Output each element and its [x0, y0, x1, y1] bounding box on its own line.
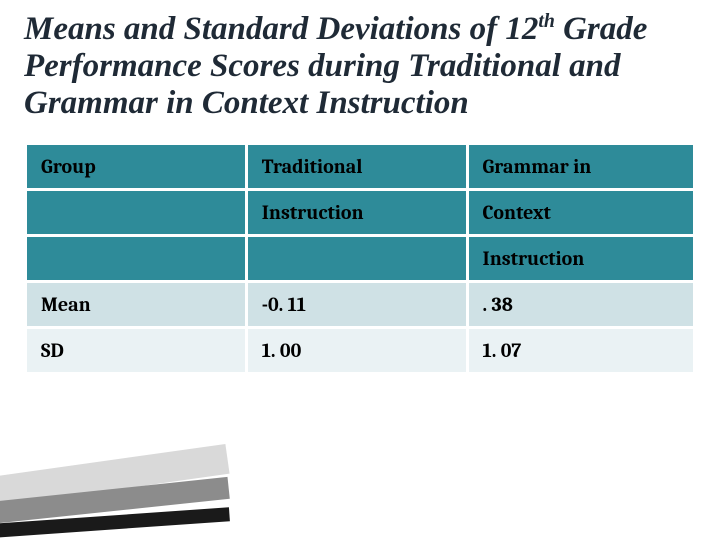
- hdr-cell: [246, 235, 467, 281]
- table-row: Mean -0. 11 . 38: [26, 281, 695, 327]
- hdr-traditional: Traditional: [246, 143, 467, 189]
- accent-bar: [0, 477, 230, 525]
- slide-title: Means and Standard Deviations of 12th Gr…: [24, 10, 696, 122]
- title-sup: th: [538, 10, 555, 32]
- table-header-row: Instruction: [26, 235, 695, 281]
- stats-table: Group Traditional Grammar in Instruction…: [24, 142, 696, 375]
- hdr-group: Group: [26, 143, 247, 189]
- hdr-cell: Context: [467, 189, 694, 235]
- title-pre: Means and Standard Deviations of 12: [24, 11, 538, 47]
- slide: Means and Standard Deviations of 12th Gr…: [0, 0, 720, 540]
- row-val-traditional: -0. 11: [246, 281, 467, 327]
- table-row: SD 1. 00 1. 07: [26, 327, 695, 373]
- table-header-row: Instruction Context: [26, 189, 695, 235]
- row-val-grammar: 1. 07: [467, 327, 694, 373]
- hdr-cell: [26, 189, 247, 235]
- corner-accent: [0, 440, 230, 540]
- table-header-row: Group Traditional Grammar in: [26, 143, 695, 189]
- row-val-traditional: 1. 00: [246, 327, 467, 373]
- hdr-cell: Instruction: [467, 235, 694, 281]
- hdr-cell: Instruction: [246, 189, 467, 235]
- row-label: SD: [26, 327, 247, 373]
- hdr-grammar: Grammar in: [467, 143, 694, 189]
- hdr-cell: [26, 235, 247, 281]
- accent-bar: [0, 507, 230, 538]
- row-label: Mean: [26, 281, 247, 327]
- accent-bar: [0, 444, 230, 510]
- row-val-grammar: . 38: [467, 281, 694, 327]
